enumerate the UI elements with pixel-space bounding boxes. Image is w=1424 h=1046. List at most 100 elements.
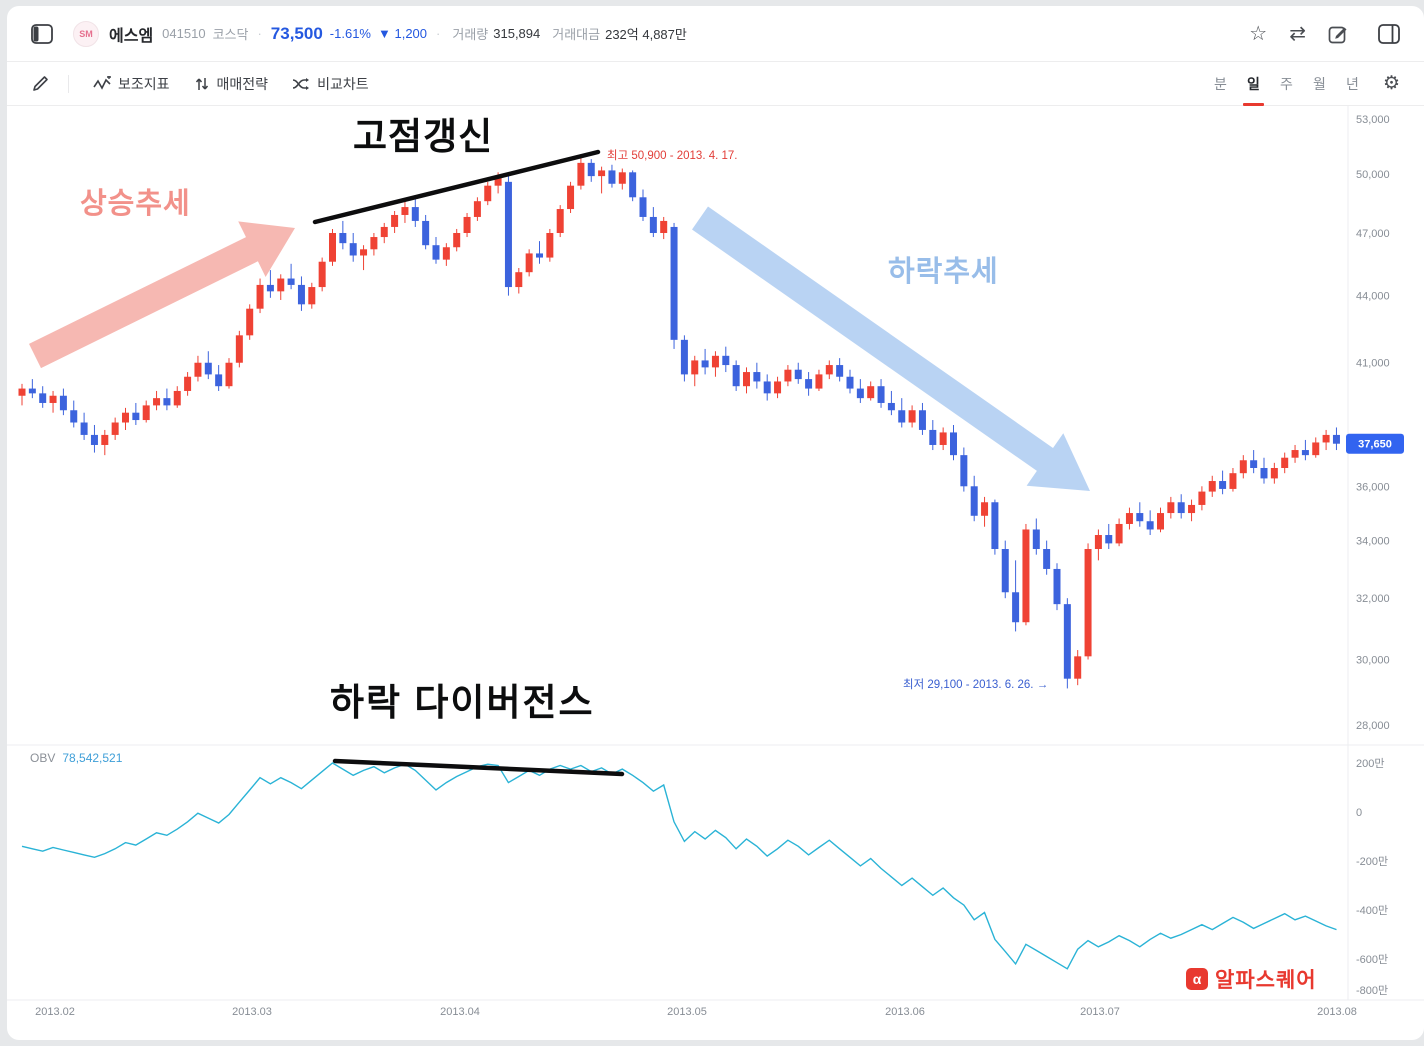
candle bbox=[918, 410, 926, 430]
stock-logo-text: SM bbox=[79, 28, 93, 39]
toolbar-divider bbox=[68, 74, 69, 93]
price-axis-tick: 28,000 bbox=[1356, 720, 1390, 732]
price-axis-tick: 50,000 bbox=[1356, 169, 1390, 181]
candle bbox=[680, 339, 688, 375]
candle bbox=[1115, 523, 1123, 544]
candle bbox=[318, 261, 326, 288]
candle bbox=[753, 372, 761, 382]
indicators-button[interactable]: 보조지표 bbox=[93, 74, 170, 94]
market-label: 코스닥 bbox=[212, 27, 249, 42]
last-price-badge bbox=[1346, 433, 1404, 454]
settings-button[interactable]: ⚙ bbox=[1383, 74, 1400, 93]
uptrend-arrow bbox=[29, 221, 295, 369]
main-chart[interactable]: 53,000 50,000 47,000 44,000 41,000 36,000 34,0… bbox=[7, 106, 1424, 1040]
annotation-high-marker: 최고 50,900 - 2013. 4. 17. bbox=[607, 150, 738, 162]
obv-axis-tick: -200만 bbox=[1356, 855, 1388, 868]
candle bbox=[297, 284, 305, 305]
candle bbox=[618, 172, 626, 184]
candle bbox=[608, 170, 616, 184]
candle bbox=[235, 335, 243, 363]
sort-arrows-icon bbox=[195, 77, 208, 90]
candle bbox=[794, 369, 802, 380]
tab-period-year[interactable]: 년 bbox=[1336, 62, 1369, 106]
candle bbox=[504, 181, 512, 288]
candle bbox=[815, 374, 823, 389]
price-axis-tick: 30,000 bbox=[1356, 654, 1390, 666]
candle bbox=[349, 243, 357, 256]
candle bbox=[960, 455, 968, 487]
turnover-label: 거래대금 bbox=[552, 27, 601, 42]
favorite-button[interactable]: ☆ bbox=[1249, 24, 1267, 44]
candle bbox=[329, 232, 336, 262]
right-panel-button[interactable] bbox=[1378, 23, 1400, 44]
candle bbox=[856, 388, 864, 399]
stock-logo: SM bbox=[73, 20, 99, 47]
candle bbox=[774, 381, 782, 394]
price-trendline bbox=[312, 149, 601, 225]
chart-region: 53,000 50,000 47,000 44,000 41,000 36,000 34,0… bbox=[7, 106, 1424, 1040]
compare-chart-button[interactable]: 비교차트 bbox=[292, 74, 369, 94]
candle bbox=[39, 393, 47, 403]
candle bbox=[380, 226, 388, 238]
candle bbox=[1032, 529, 1040, 550]
downtrend-arrow bbox=[692, 206, 1090, 491]
candle bbox=[432, 245, 440, 260]
period-label: 년 bbox=[1346, 75, 1359, 92]
tab-period-day[interactable]: 일 bbox=[1237, 62, 1270, 106]
candle bbox=[1012, 592, 1020, 623]
candle bbox=[567, 185, 575, 210]
candle bbox=[411, 207, 419, 221]
candle bbox=[629, 172, 637, 198]
candle bbox=[929, 429, 937, 445]
candle bbox=[184, 376, 192, 391]
annotation-divergence: 하락 다이버전스 bbox=[330, 682, 595, 723]
candle bbox=[18, 388, 26, 396]
candle bbox=[80, 422, 88, 435]
x-axis-tick: 2013.02 bbox=[35, 1006, 75, 1018]
candle bbox=[173, 390, 181, 406]
annotation-downtrend: 하락추세 bbox=[888, 256, 999, 288]
candle bbox=[308, 287, 316, 305]
candle bbox=[1312, 442, 1320, 456]
candle bbox=[246, 308, 254, 336]
turnover-value: 232억 4,887만 bbox=[605, 27, 687, 42]
candle bbox=[101, 434, 109, 445]
candle bbox=[970, 486, 978, 516]
candle bbox=[556, 209, 564, 233]
candle bbox=[1291, 450, 1299, 458]
candle bbox=[215, 374, 223, 387]
candle bbox=[515, 272, 523, 288]
candle bbox=[463, 216, 471, 233]
strategy-button[interactable]: 매매전략 bbox=[194, 74, 268, 94]
edit-button[interactable] bbox=[1328, 24, 1348, 44]
tab-period-week[interactable]: 주 bbox=[1270, 62, 1303, 106]
period-label: 월 bbox=[1313, 75, 1326, 92]
obv-line bbox=[21, 762, 1337, 970]
draw-tool-button[interactable] bbox=[31, 74, 50, 93]
candle bbox=[722, 355, 730, 366]
sidebar-toggle-button[interactable] bbox=[31, 23, 53, 44]
candle bbox=[1063, 604, 1071, 679]
price-axis-tick: 32,000 bbox=[1356, 593, 1390, 605]
candle bbox=[1301, 450, 1309, 456]
tab-period-minute[interactable]: 분 bbox=[1204, 62, 1237, 106]
candle bbox=[887, 402, 895, 411]
obv-value: 78,542,521 bbox=[62, 751, 123, 765]
candle bbox=[132, 412, 140, 421]
candle bbox=[122, 412, 129, 423]
candle bbox=[1198, 491, 1206, 505]
pencil-icon bbox=[33, 76, 48, 91]
candle bbox=[1229, 473, 1237, 489]
period-label: 주 bbox=[1280, 75, 1293, 92]
stock-name: 에스엠 bbox=[109, 27, 154, 45]
tab-period-month[interactable]: 월 bbox=[1303, 62, 1336, 106]
obv-axis-tick: 200만 bbox=[1356, 757, 1384, 770]
compare-button[interactable]: ⇄ bbox=[1289, 24, 1306, 44]
last-price-badge-label: 37,650 bbox=[1358, 439, 1392, 451]
candle bbox=[867, 386, 875, 399]
obv-trendline bbox=[332, 758, 625, 777]
candle bbox=[598, 170, 606, 177]
current-price: 73,500 bbox=[270, 23, 323, 43]
price-axis-tick: 36,000 bbox=[1356, 481, 1390, 493]
candle bbox=[1043, 549, 1051, 569]
